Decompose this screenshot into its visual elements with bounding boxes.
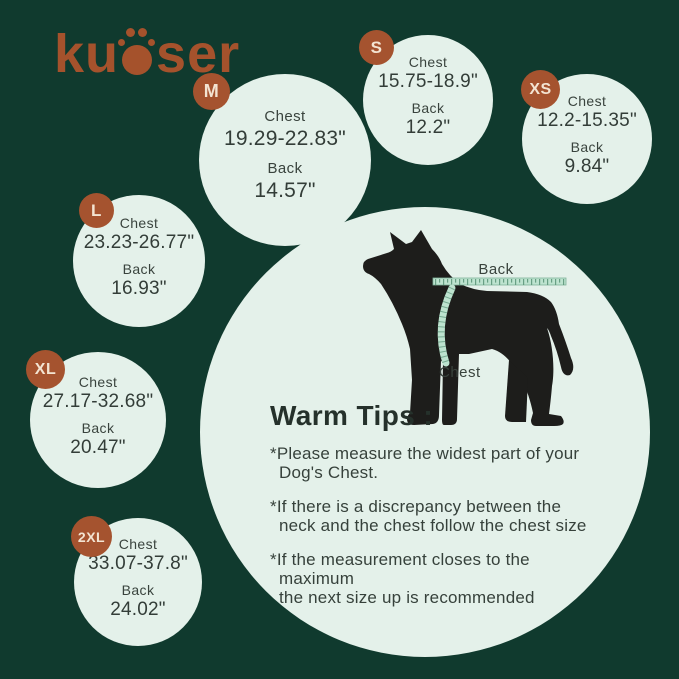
size-badge-s: S <box>359 30 394 65</box>
dog-silhouette <box>363 230 574 426</box>
tip-size-up: *If the measurement closes to the maximu… <box>270 550 535 607</box>
paw-icon <box>118 26 156 76</box>
back-value: 14.57" <box>254 179 316 202</box>
tip-measure-widest: *Please measure the widest part of your … <box>270 444 580 482</box>
back-label: Back <box>411 100 445 116</box>
chest-label: Chest <box>264 108 306 125</box>
size-badge-l: L <box>79 193 114 228</box>
back-label: Back <box>570 139 604 155</box>
size-badge-2xl: 2XL <box>71 516 112 557</box>
chest-label: Chest <box>78 374 118 390</box>
back-measure-label: Back <box>478 261 513 278</box>
warm-tips-heading: Warm Tips : <box>270 400 434 431</box>
back-value: 20.47" <box>70 437 126 458</box>
back-value: 24.02" <box>110 599 166 620</box>
chest-tape-ruler-icon <box>437 284 456 367</box>
size-circle-m: Chest 19.29-22.83" Back 14.57" <box>199 74 371 246</box>
chest-measure-label: Chest <box>439 364 481 381</box>
chest-value: 12.2-15.35" <box>537 110 637 131</box>
chest-value: 27.17-32.68" <box>42 391 154 412</box>
size-circle-xs: Chest 12.2-15.35" Back 9.84" <box>522 74 652 204</box>
dog-measurement-diagram: Back Chest <box>363 230 574 426</box>
brand-logo: ku ser <box>54 26 240 81</box>
back-tape-ruler-icon <box>432 277 567 286</box>
back-value: 9.84" <box>564 156 610 177</box>
back-label: Back <box>121 582 155 598</box>
logo-text-ser: ser <box>156 24 241 84</box>
back-label: Back <box>81 420 115 436</box>
logo-text-ku: ku <box>54 24 120 84</box>
chest-value: 33.07-37.8" <box>88 553 188 574</box>
chest-label: Chest <box>408 54 448 70</box>
chest-value: 19.29-22.83" <box>224 127 346 150</box>
dog-far-rear-leg <box>505 360 528 422</box>
size-badge-xs: XS <box>521 70 560 109</box>
size-badge-m: M <box>193 73 230 110</box>
tip-discrepancy: *If there is a discrepancy between the n… <box>270 497 587 535</box>
back-value: 12.2" <box>405 117 451 138</box>
back-label: Back <box>122 261 156 277</box>
chest-label: Chest <box>567 93 607 109</box>
chest-value: 23.23-26.77" <box>83 232 195 253</box>
back-label: Back <box>267 160 303 177</box>
chest-value: 15.75-18.9" <box>378 71 478 92</box>
back-value: 16.93" <box>111 278 167 299</box>
size-badge-xl: XL <box>26 350 65 389</box>
chest-label: Chest <box>119 215 159 231</box>
chest-label: Chest <box>118 536 158 552</box>
warm-tips-section: Warm Tips : *Please measure the widest p… <box>270 400 592 622</box>
